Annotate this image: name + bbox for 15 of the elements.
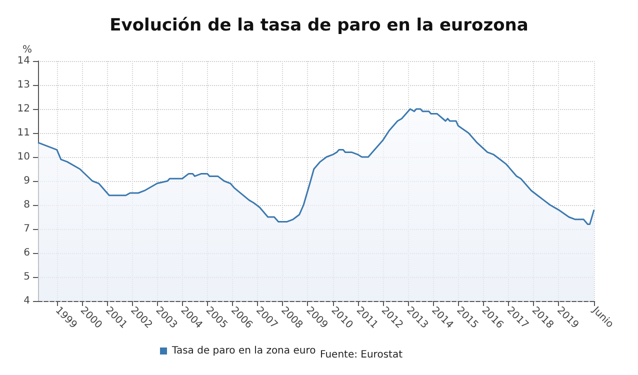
y-tick-label: 11 xyxy=(17,128,30,138)
legend-label: Tasa de paro en la zona euro xyxy=(171,346,316,356)
y-tick-label: 9 xyxy=(24,176,30,186)
y-tick-label: 6 xyxy=(24,248,30,258)
y-tick-label: 12 xyxy=(17,104,30,114)
y-tick-label: 10 xyxy=(17,152,30,162)
chart-title: Evolución de la tasa de paro en la eurozona xyxy=(110,16,528,36)
y-tick-label: 8 xyxy=(24,200,30,210)
y-tick-label: 5 xyxy=(24,272,30,282)
y-tick-label: 7 xyxy=(24,224,30,234)
source-note: Fuente: Eurostat xyxy=(320,350,403,360)
y-tick-label: 13 xyxy=(17,80,30,90)
y-tick-label: 14 xyxy=(17,56,30,66)
y-axis-title: % xyxy=(22,44,32,56)
y-tick-label: 4 xyxy=(24,296,30,306)
